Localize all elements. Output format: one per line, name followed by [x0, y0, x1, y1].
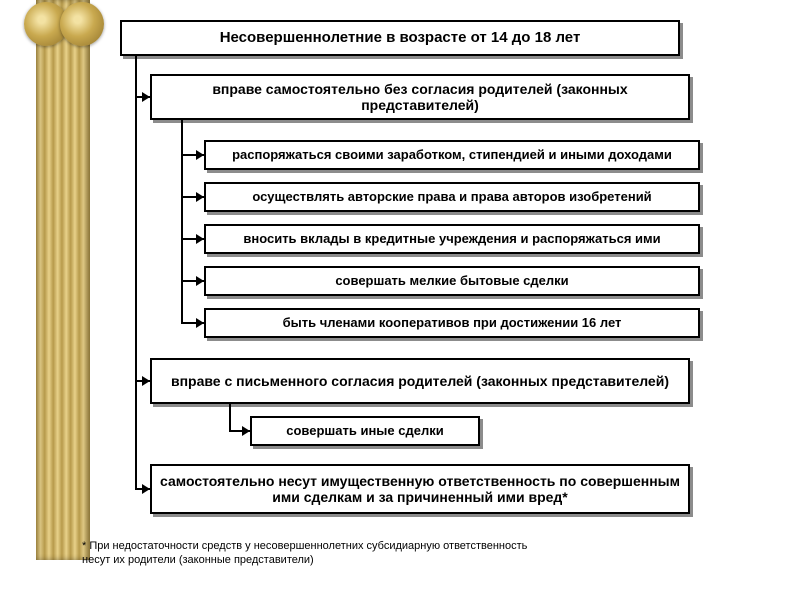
leaf-2a-box: совершать иные сделки	[250, 416, 480, 446]
branch-3-box: самостоятельно несут имущественную ответ…	[150, 464, 690, 514]
leaf-1b-text: осуществлять авторские права и права авт…	[252, 190, 651, 205]
footnote-line1: * При недостаточности средств у несоверш…	[82, 540, 527, 554]
title-box: Несовершеннолетние в возрасте от 14 до 1…	[120, 20, 680, 56]
leaf-1a-box: распоряжаться своими заработком, стипенд…	[204, 140, 700, 170]
leaf-1d-box: совершать мелкие бытовые сделки	[204, 266, 700, 296]
leaf-1b-box: осуществлять авторские права и права авт…	[204, 182, 700, 212]
pillar-capital	[18, 0, 110, 66]
ionic-scroll-right-icon	[60, 2, 104, 46]
branch-2-box: вправе с письменного согласия родителей …	[150, 358, 690, 404]
branch-2-text: вправе с письменного согласия родителей …	[171, 373, 669, 389]
pillar-shaft	[36, 0, 90, 560]
branch-1-box: вправе самостоятельно без согласия родит…	[150, 74, 690, 120]
branch-1-text: вправе самостоятельно без согласия родит…	[160, 81, 680, 113]
footnote-line2: несут их родители (законные представител…	[82, 554, 527, 568]
leaf-2a-text: совершать иные сделки	[286, 424, 443, 439]
branch-3-text: самостоятельно несут имущественную ответ…	[160, 473, 680, 505]
leaf-1d-text: совершать мелкие бытовые сделки	[335, 274, 568, 289]
title-text: Несовершеннолетние в возрасте от 14 до 1…	[220, 29, 581, 46]
leaf-1e-box: быть членами кооперативов при достижении…	[204, 308, 700, 338]
leaf-1a-text: распоряжаться своими заработком, стипенд…	[232, 148, 672, 163]
leaf-1c-text: вносить вклады в кредитные учреждения и …	[243, 232, 660, 247]
diagram-stage: Несовершеннолетние в возрасте от 14 до 1…	[0, 0, 800, 600]
leaf-1e-text: быть членами кооперативов при достижении…	[283, 316, 622, 331]
leaf-1c-box: вносить вклады в кредитные учреждения и …	[204, 224, 700, 254]
footnote: * При недостаточности средств у несоверш…	[82, 540, 527, 568]
